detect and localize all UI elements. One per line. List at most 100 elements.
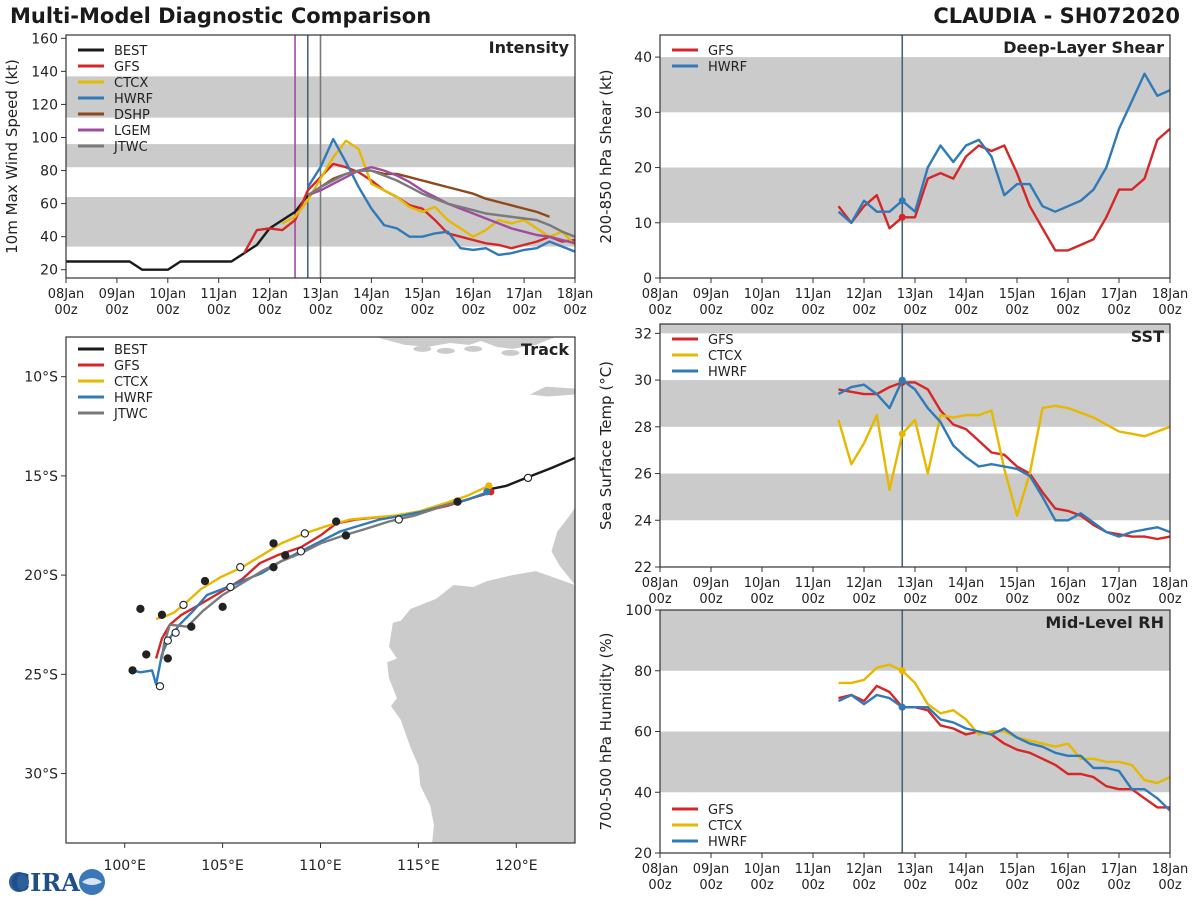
track-marker-jtwc xyxy=(394,515,403,524)
intensity-xtick-label-day: 08Jan xyxy=(48,287,85,302)
intensity-legend-label-dshp: DSHP xyxy=(114,108,150,123)
track-land-island xyxy=(375,337,575,349)
sst-xtick-label-hour: 00z xyxy=(954,592,978,607)
rh-xtick-label-hour: 00z xyxy=(1056,878,1080,893)
sst-xtick-label-day: 09Jan xyxy=(693,576,730,591)
sst-xtick-label-day: 11Jan xyxy=(795,576,832,591)
track-panel: 100°E 105°E 110°E 115°E 120°E 10°S 15°S 20°S 25°… xyxy=(24,336,576,874)
shear-ytick-label: 30 xyxy=(634,105,652,121)
shear-xtick-label-day: 14Jan xyxy=(948,287,985,302)
sst-title: SST xyxy=(1131,327,1164,346)
intensity-xtick-label-day: 18Jan xyxy=(557,287,594,302)
intensity-ytick-label: 100 xyxy=(31,130,58,146)
rh-ytick-label: 80 xyxy=(634,664,652,680)
track-marker-hwrf xyxy=(163,636,172,645)
shear-legend-label-hwrf: HWRF xyxy=(708,60,747,75)
intensity-ytick-label: 60 xyxy=(40,197,58,213)
rh-xtick-label-day: 11Jan xyxy=(795,862,832,877)
intensity-legend-label-lgem: LGEM xyxy=(114,124,151,139)
rh-xtick-label-hour: 00z xyxy=(852,878,876,893)
intensity-series-best xyxy=(66,194,309,271)
sst-band xyxy=(660,324,1170,334)
rh-xtick-label-hour: 00z xyxy=(1158,878,1182,893)
track-land-australia xyxy=(387,571,575,843)
shear-xtick-label-day: 17Jan xyxy=(1101,287,1138,302)
rh-xtick-label-hour: 00z xyxy=(903,878,927,893)
intensity-xtick-label-hour: 00z xyxy=(105,303,129,318)
intensity-panel: 2040608010012014016008Jan00z09Jan00z10Ja… xyxy=(3,31,593,318)
shear-xtick-label-hour: 00z xyxy=(954,303,978,318)
rh-xtick-label-hour: 00z xyxy=(954,878,978,893)
rh-xtick-label-hour: 00z xyxy=(648,878,672,893)
rh-current-point-hwrf xyxy=(898,703,906,711)
shear-xtick-label-hour: 00z xyxy=(750,303,774,318)
sst-xtick-label-day: 17Jan xyxy=(1101,576,1138,591)
track-legend-label-jtwc: JTWC xyxy=(113,407,148,422)
intensity-ytick-label: 120 xyxy=(31,97,58,113)
sst-legend-label-gfs: GFS xyxy=(708,333,734,348)
rh-legend-label-hwrf: HWRF xyxy=(708,835,747,850)
track-marker-gfs xyxy=(200,576,210,586)
sst-xtick-label-day: 12Jan xyxy=(846,576,883,591)
shear-xtick-label-day: 12Jan xyxy=(846,287,883,302)
sst-current-point-ctcx xyxy=(898,430,906,438)
sst-xtick-label-day: 08Jan xyxy=(642,576,679,591)
wave-icon xyxy=(82,878,102,885)
intensity-xtick-label-day: 15Jan xyxy=(404,287,441,302)
track-marker-jtwc xyxy=(341,531,351,540)
cira-logo: CIRA xyxy=(9,868,105,896)
intensity-legend-label-hwrf: HWRF xyxy=(114,92,153,107)
sst-legend-label-ctcx: CTCX xyxy=(708,349,742,364)
intensity-xtick-label-hour: 00z xyxy=(207,303,231,318)
intensity-legend-label-best: BEST xyxy=(114,44,147,59)
rh-title: Mid-Level RH xyxy=(1045,613,1164,632)
sst-xtick-label-hour: 00z xyxy=(1107,592,1131,607)
sst-ylabel: Sea Surface Temp (°C) xyxy=(597,361,615,530)
rh-ylabel: 700-500 hPa Humidity (%) xyxy=(597,632,615,830)
shear-xtick-label-hour: 00z xyxy=(1056,303,1080,318)
shear-xtick-label-hour: 00z xyxy=(1158,303,1182,318)
track-xtick-label: 105°E xyxy=(201,858,244,874)
track-land-island xyxy=(413,345,432,352)
track-series-hwrf xyxy=(132,490,490,686)
rh-series-group xyxy=(837,663,1170,812)
rh-series-hwrf xyxy=(837,693,1170,812)
sst-band xyxy=(660,473,1170,521)
rh-ytick-label: 60 xyxy=(634,725,652,741)
shear-xtick-label-hour: 00z xyxy=(699,303,723,318)
track-ytick-label: 30°S xyxy=(24,767,58,783)
track-initial-point-ctcx xyxy=(485,482,493,490)
rh-xtick-label-day: 10Jan xyxy=(744,862,781,877)
shear-ytick-label: 40 xyxy=(634,50,652,66)
track-marker-gfs xyxy=(269,539,278,548)
intensity-xtick-label-day: 13Jan xyxy=(302,287,339,302)
track-marker-hwrf xyxy=(226,582,235,592)
shear-xtick-label-hour: 00z xyxy=(648,303,672,318)
intensity-xtick-label-hour: 00z xyxy=(360,303,384,318)
rh-xtick-label-day: 15Jan xyxy=(999,862,1036,877)
sst-xtick-label-day: 14Jan xyxy=(948,576,985,591)
shear-series-gfs xyxy=(837,127,1170,252)
sst-xtick-label-hour: 00z xyxy=(852,592,876,607)
shear-xtick-label-day: 11Jan xyxy=(795,287,832,302)
rh-xtick-label-day: 16Jan xyxy=(1050,862,1087,877)
track-title: Track xyxy=(521,340,569,359)
sst-series-group xyxy=(837,376,1170,541)
rh-panel: 2040608010008Jan00z09Jan00z10Jan00z11Jan… xyxy=(597,603,1188,893)
track-xtick-label: 120°E xyxy=(495,858,538,874)
intensity-series-jtwc xyxy=(307,169,575,238)
intensity-xtick-label-day: 11Jan xyxy=(200,287,237,302)
track-xtick-label: 115°E xyxy=(397,858,440,874)
intensity-xtick-label-day: 16Jan xyxy=(455,287,492,302)
track-marker-hwrf xyxy=(128,666,137,675)
shear-xtick-label-day: 08Jan xyxy=(642,287,679,302)
track-marker-jtwc xyxy=(453,497,462,506)
rh-xtick-label-day: 13Jan xyxy=(897,862,934,877)
rh-xtick-label-hour: 00z xyxy=(699,878,723,893)
rh-series-ctcx xyxy=(838,663,1170,785)
intensity-ytick-label: 20 xyxy=(40,263,58,279)
rh-xtick-label-day: 12Jan xyxy=(846,862,883,877)
intensity-ytick-label: 80 xyxy=(40,164,58,180)
track-land-island xyxy=(501,349,520,356)
intensity-ytick-label: 140 xyxy=(31,64,58,80)
